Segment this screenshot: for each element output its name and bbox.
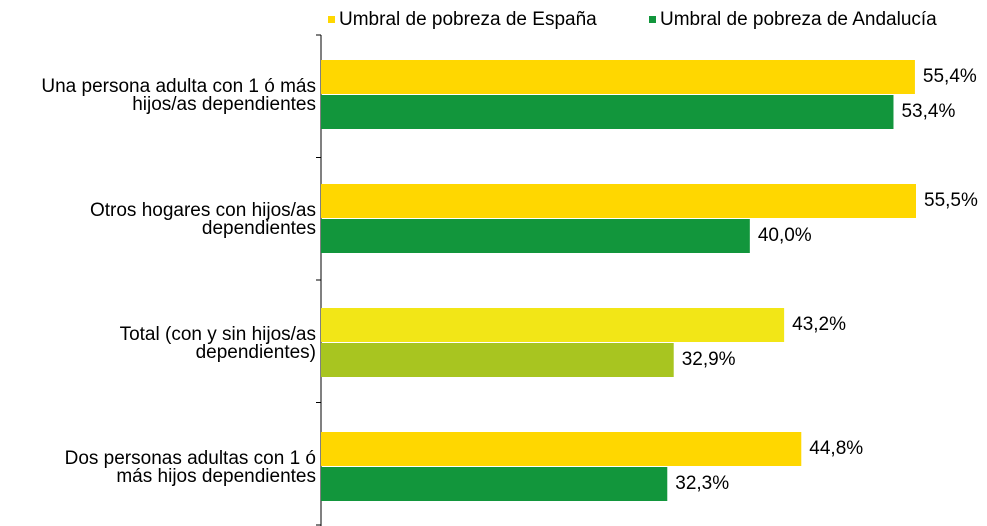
legend-label: Umbral de pobreza de España (339, 9, 597, 30)
value-label: 55,4% (923, 66, 977, 87)
bar (321, 184, 916, 218)
category-label: Otros hogares con hijos/as (90, 200, 316, 221)
bar (321, 219, 750, 253)
value-label: 40,0% (758, 225, 812, 246)
value-label: 43,2% (792, 314, 846, 335)
value-label: 55,5% (924, 190, 978, 211)
legend-swatch (649, 16, 656, 23)
category-label: dependientes) (196, 342, 316, 363)
value-label: 32,9% (682, 349, 736, 370)
category-label: más hijos dependientes (116, 466, 316, 487)
category-label: Total (con y sin hijos/as (120, 324, 316, 345)
legend-swatch (328, 16, 335, 23)
bar (321, 95, 894, 129)
value-label: 44,8% (809, 438, 863, 459)
bar (321, 432, 802, 466)
bar (321, 343, 674, 377)
category-label: hijos/as dependientes (132, 94, 316, 115)
category-label: Dos personas adultas con 1 ó (65, 448, 316, 469)
category-label: Una persona adulta con 1 ó más (41, 76, 316, 97)
value-label: 53,4% (901, 101, 955, 122)
legend-label: Umbral de pobreza de Andalucía (660, 9, 937, 30)
value-label: 32,3% (675, 473, 729, 494)
category-label: dependientes (202, 218, 316, 239)
bar (321, 60, 915, 94)
bar (321, 467, 668, 501)
bar (321, 308, 785, 342)
